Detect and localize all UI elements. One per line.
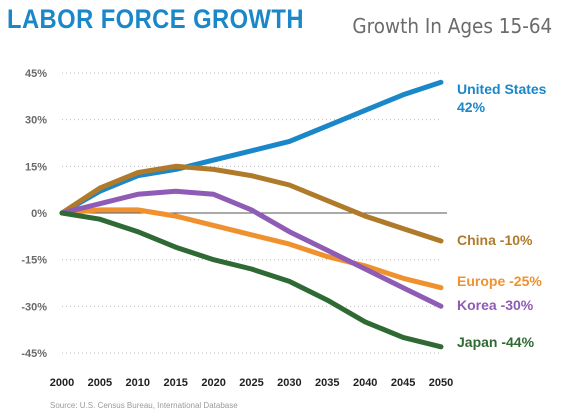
series-line-japan [59,210,444,350]
x-tick-label: 2035 [315,377,339,389]
x-tick-label: 2050 [429,377,453,389]
y-tick-label: 30% [25,115,47,127]
y-tick-label: -45% [21,348,47,360]
x-tick-label: 2020 [201,377,225,389]
series-label-europe: Europe -25% [457,273,542,289]
y-tick-label: -30% [21,301,47,313]
y-tick-label: 45% [25,68,47,80]
series-line-china [59,163,444,244]
series-label-china: China -10% [457,232,533,248]
y-tick-label: 15% [25,161,47,173]
x-tick-label: 2030 [277,377,301,389]
x-tick-label: 2010 [126,377,150,389]
chart-subtitle: Growth In Ages 15-64 [352,14,552,38]
y-tick-label: 0% [31,208,47,220]
series-value-label-united-states: 42% [457,99,486,115]
chart-title: LABOR FORCE GROWTH [7,4,304,34]
series-line-europe [59,207,444,291]
series-label-korea: Korea -30% [457,297,534,313]
axis-layer: 45% 30% 15% 0% -15% -30% -45% 2000 2005 2010 2015 2… [21,68,453,389]
x-tick-label: 2015 [163,377,187,389]
series-layer [59,79,444,350]
series-label-layer: United States 42% China -10% Europe -25% Kor… [457,81,547,350]
series-line-korea [59,188,444,309]
x-tick-label: 2025 [239,377,263,389]
x-tick-label: 2000 [50,377,74,389]
x-tick-label: 2040 [353,377,377,389]
source-note: Source: U.S. Census Bureau, Internationa… [50,401,238,410]
y-tick-label: -15% [21,255,47,267]
series-label-united-states: United States [457,81,547,97]
series-label-japan: Japan -44% [457,334,535,350]
x-tick-label: 2045 [391,377,415,389]
series-line-united-states [59,79,444,216]
x-tick-label: 2005 [88,377,112,389]
